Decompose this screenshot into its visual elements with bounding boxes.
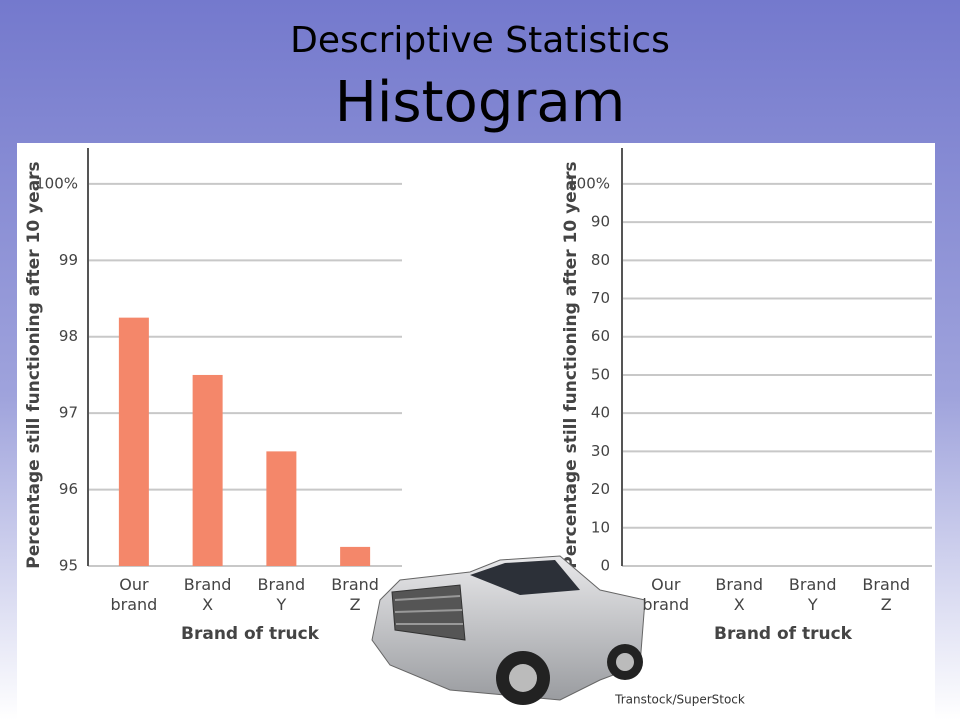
slide-title: Descriptive Statistics (290, 20, 670, 61)
x-axis-label: Brand of truck (714, 624, 853, 644)
y-tick-label: 98 (59, 327, 78, 345)
x-tick-label: Our brand (642, 575, 690, 614)
x-tick-label: Brand Z (862, 575, 911, 614)
bar (118, 317, 149, 566)
y-tick-label: 40 (591, 404, 610, 422)
y-tick-label: 95 (59, 557, 78, 575)
y-tick-label: 30 (591, 442, 610, 460)
x-tick-label: Our brand (110, 575, 158, 614)
x-tick-label: Brand X (183, 575, 232, 614)
image-credit: Transtock/SuperStock (614, 693, 745, 707)
y-tick-label: 80 (591, 251, 610, 269)
x-tick-label: Brand Y (788, 575, 837, 614)
bar (340, 546, 371, 566)
y-tick-label: 50 (591, 365, 610, 383)
bar (266, 451, 297, 566)
y-tick-label: 0 (600, 557, 610, 575)
y-tick-label: 100% (35, 174, 78, 192)
x-tick-label: Brand Y (257, 575, 306, 614)
y-tick-label: 60 (591, 327, 610, 345)
y-tick-label: 100% (567, 174, 610, 192)
x-axis-label: Brand of truck (181, 624, 320, 644)
y-tick-label: 96 (59, 480, 78, 498)
y-tick-label: 99 (59, 251, 78, 269)
y-tick-label: 20 (591, 480, 610, 498)
x-tick-label: Brand X (715, 575, 764, 614)
y-tick-label: 90 (591, 213, 610, 231)
slide-subtitle: Histogram (335, 70, 626, 135)
y-axis-label: Percentage still functioning after 10 ye… (561, 161, 581, 568)
y-tick-label: 70 (591, 289, 610, 307)
y-tick-label: 97 (59, 404, 78, 422)
x-tick-label: Brand Z (331, 575, 379, 614)
truck-image (371, 555, 646, 705)
bar (192, 374, 223, 566)
y-axis-label: Percentage still functioning after 10 ye… (24, 161, 44, 568)
y-tick-label: 10 (591, 518, 610, 536)
